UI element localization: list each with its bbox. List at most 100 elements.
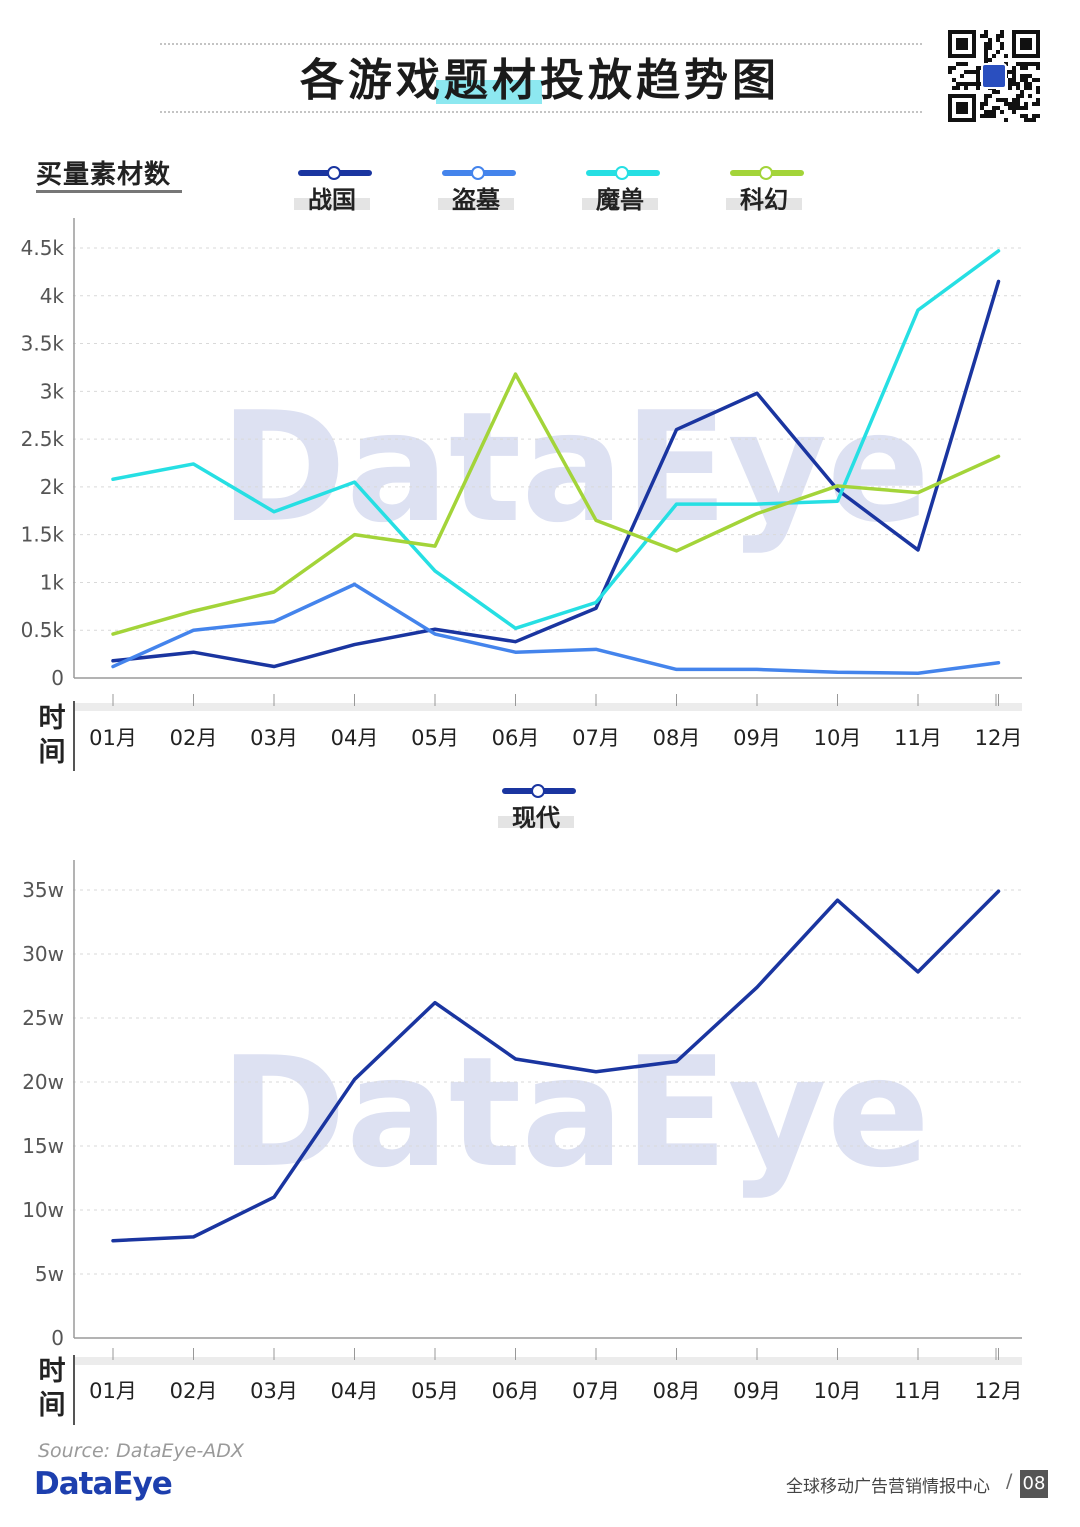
- y-tick-label: 15w: [22, 1134, 64, 1158]
- qr-module: [964, 82, 968, 86]
- legend-item-zhanguo: 战国: [294, 162, 408, 222]
- time-axis-label: 间: [39, 1390, 66, 1421]
- x-tick-label: 12月: [975, 726, 1023, 750]
- qr-module: [1008, 70, 1012, 74]
- qr-module: [980, 114, 984, 118]
- qr-module: [984, 114, 988, 118]
- qr-module: [1024, 102, 1028, 106]
- qr-module: [1028, 74, 1032, 78]
- qr-module: [980, 34, 984, 38]
- qr-module: [968, 82, 972, 86]
- qr-module: [988, 94, 992, 98]
- qr-module: [1020, 74, 1024, 78]
- qr-module: [1036, 90, 1040, 94]
- qr-module: [1024, 82, 1028, 86]
- x-axis-band: [74, 1357, 1022, 1365]
- qr-module: [1000, 46, 1004, 50]
- qr-module: [988, 42, 992, 46]
- qr-module: [1032, 78, 1036, 82]
- qr-module: [988, 46, 992, 50]
- x-tick-label: 06月: [492, 1379, 540, 1403]
- qr-module: [1036, 114, 1040, 118]
- qr-module: [1000, 42, 1004, 46]
- qr-module: [980, 102, 984, 106]
- qr-module: [1024, 106, 1028, 110]
- qr-logo-icon: [981, 63, 1007, 89]
- qr-module: [988, 38, 992, 42]
- qr-module: [1016, 98, 1020, 102]
- series-line-kehuan: [111, 372, 1001, 636]
- y-tick-label: 2k: [40, 475, 65, 499]
- qr-module: [996, 38, 1000, 42]
- qr-module: [1024, 114, 1028, 118]
- qr-module: [952, 78, 956, 82]
- qr-module: [1004, 98, 1008, 102]
- series-line-zhanguo: [111, 279, 1001, 669]
- qr-module: [1012, 70, 1016, 74]
- qr-module: [1012, 106, 1016, 110]
- qr-module: [1020, 66, 1024, 70]
- y-tick-label: 1.5k: [21, 523, 65, 547]
- x-tick-label: 03月: [250, 1379, 298, 1403]
- qr-module: [984, 30, 988, 34]
- qr-module: [984, 58, 988, 62]
- qr-finder-core: [1020, 38, 1032, 50]
- legend-label: 科幻: [740, 186, 788, 214]
- qr-module: [1028, 62, 1032, 66]
- qr-module: [1028, 118, 1032, 122]
- y-tick-label: 0: [51, 666, 64, 690]
- qr-finder-core: [956, 38, 968, 50]
- qr-module: [988, 110, 992, 114]
- legend-label-bg: [438, 198, 514, 210]
- x-tick-label: 11月: [894, 726, 942, 750]
- qr-module: [1024, 78, 1028, 82]
- qr-module: [952, 66, 956, 70]
- watermark-text: DataEye: [220, 1024, 930, 1201]
- y-tick-label: 5w: [35, 1262, 64, 1286]
- qr-module: [984, 54, 988, 58]
- x-tick-label: 09月: [733, 726, 781, 750]
- x-tick-label: 01月: [89, 1379, 137, 1403]
- qr-module: [992, 106, 996, 110]
- qr-module: [980, 106, 984, 110]
- x-tick-label: 12月: [975, 1379, 1023, 1403]
- header-rule-top: [160, 43, 922, 45]
- title-highlight: [436, 80, 542, 104]
- legend-item-moshou: 魔兽: [582, 162, 696, 222]
- qr-module: [1036, 98, 1040, 102]
- qr-module: [1028, 94, 1032, 98]
- qr-module: [1028, 82, 1032, 86]
- qr-module: [992, 114, 996, 118]
- qr-module: [976, 70, 980, 74]
- qr-module: [988, 114, 992, 118]
- x-tick-label: 05月: [411, 1379, 459, 1403]
- qr-module: [956, 82, 960, 86]
- x-tick-label: 10月: [814, 726, 862, 750]
- ylabel-underline: [36, 190, 182, 193]
- qr-module: [992, 54, 996, 58]
- legend-item-kehuan: 科幻: [726, 162, 840, 222]
- qr-module: [1020, 114, 1024, 118]
- time-axis-label: 时: [39, 703, 66, 734]
- qr-module: [1024, 118, 1028, 122]
- qr-module: [1000, 34, 1004, 38]
- top-chart-ylabel: 买量素材数: [36, 160, 172, 190]
- qr-module: [968, 70, 972, 74]
- qr-module: [1016, 62, 1020, 66]
- qr-module: [1032, 118, 1036, 122]
- qr-module: [1012, 78, 1016, 82]
- time-axis-label: 时: [39, 1356, 66, 1387]
- qr-module: [1004, 54, 1008, 58]
- qr-module: [976, 86, 980, 90]
- qr-module: [1012, 82, 1016, 86]
- series-line-moshou: [111, 249, 1001, 631]
- y-tick-label: 0.5k: [21, 618, 65, 642]
- qr-module: [1016, 106, 1020, 110]
- qr-finder-core: [956, 102, 968, 114]
- chart-top: DataEye 0 0.5k 1k 1.5k 2k 2.5k 3k 3.5k 4k 4.5k 01月 0…: [21, 218, 1023, 771]
- x-tick-label: 10月: [814, 1379, 862, 1403]
- qr-module: [1024, 86, 1028, 90]
- legend-label: 魔兽: [596, 186, 644, 214]
- qr-module: [1016, 86, 1020, 90]
- qr-module: [1036, 62, 1040, 66]
